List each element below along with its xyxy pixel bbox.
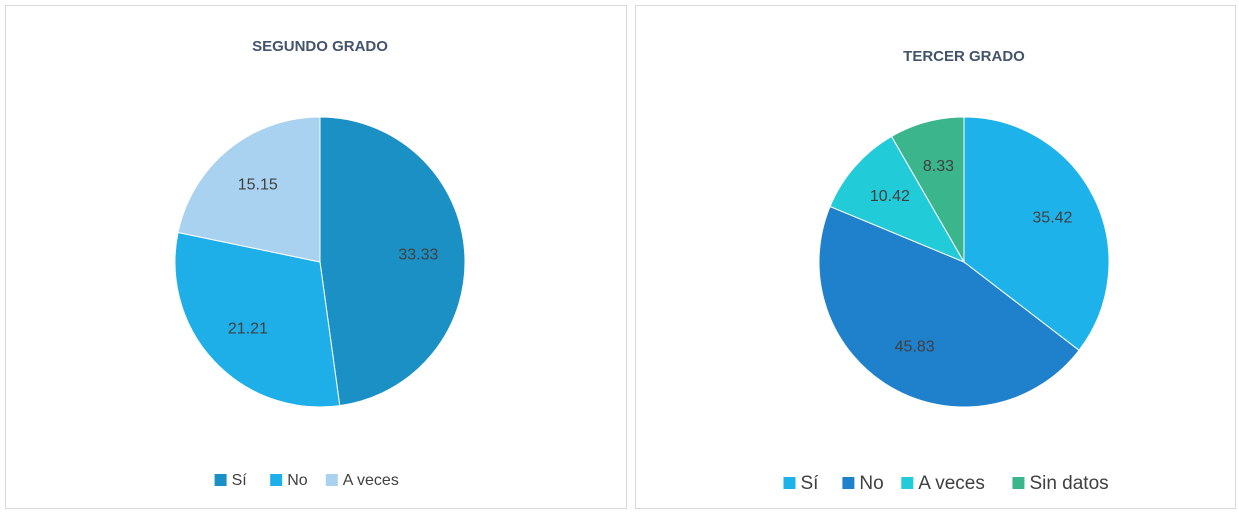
legend-swatch [270, 474, 283, 486]
pie-slice [174, 231, 341, 408]
data-label: 15.15 [238, 177, 278, 194]
legend-label: A veces [918, 473, 985, 494]
pie-slice [319, 116, 466, 407]
legend-label: Sí [232, 472, 248, 489]
legend-swatch [1012, 477, 1025, 489]
legend-swatch [325, 474, 338, 486]
legend-swatch [901, 477, 914, 489]
legend-swatch [783, 477, 796, 489]
legend-swatch [842, 477, 855, 489]
chart-title: SEGUNDO GRADO [252, 38, 388, 55]
data-label: 21.21 [228, 321, 268, 338]
data-label: 8.33 [923, 158, 954, 175]
pie-slice [177, 116, 321, 263]
legend-label: Sin datos [1029, 473, 1108, 494]
legend-label: No [859, 473, 883, 494]
chart-title: TERCER GRADO [903, 48, 1025, 65]
pie-slice [963, 116, 1110, 351]
pie-slice [829, 135, 966, 264]
legend-label: No [287, 472, 308, 489]
data-label: 10.42 [870, 188, 910, 205]
pie-slice [818, 205, 1080, 408]
data-label: 33.33 [398, 246, 438, 263]
pie-slice [890, 116, 965, 264]
data-label: 35.42 [1032, 210, 1072, 227]
legend-label: A veces [343, 472, 399, 489]
data-label: 45.83 [895, 339, 935, 356]
legend-label: Sí [801, 473, 820, 494]
legend-swatch [214, 474, 227, 486]
